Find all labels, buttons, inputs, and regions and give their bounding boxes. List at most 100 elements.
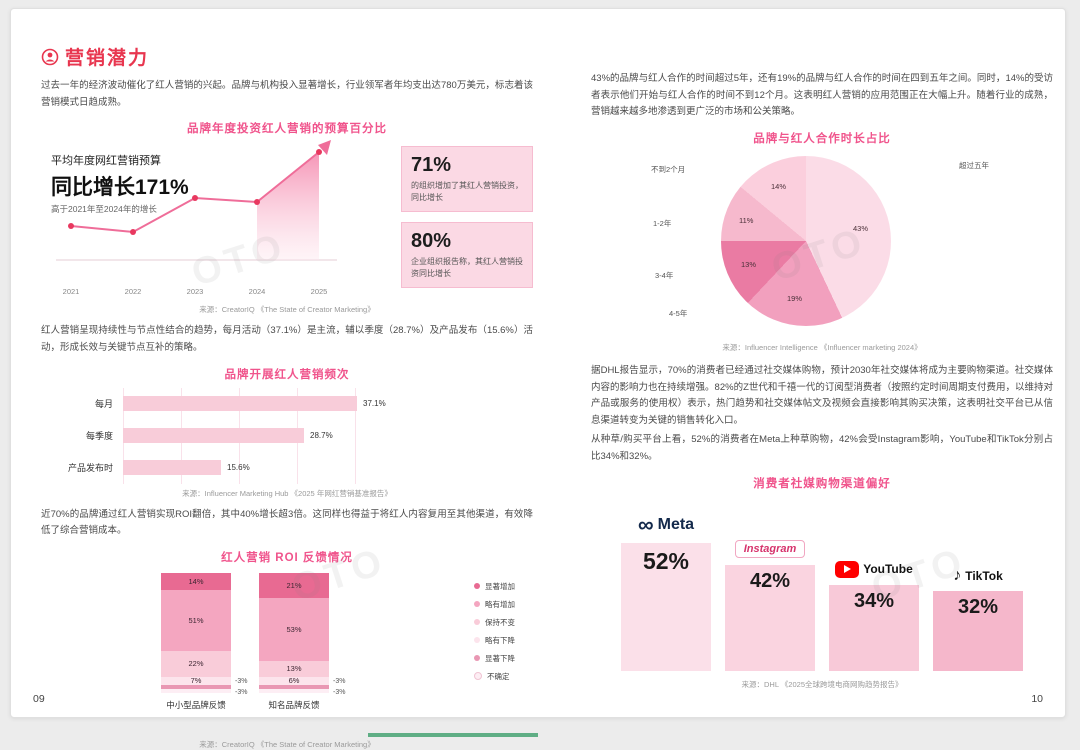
pie-chart-title: 品牌与红人合作时长占比: [753, 132, 891, 145]
channel-chart-title: 消费者社媒购物渠道偏好: [753, 477, 891, 490]
legend-item: 不确定: [474, 671, 515, 682]
roi-stack-smb: 14% 51% 22% 7% -3% -3%: [161, 572, 247, 696]
legend-dot-icon: [474, 583, 480, 590]
frequency-paragraph: 红人营销呈现持续性与节点性结合的趋势，每月活动（37.1%）是主流，辅以季度（2…: [41, 325, 533, 353]
pie-label: 超过五年: [959, 160, 989, 170]
roi-segment: 22%: [161, 650, 231, 677]
platform-paragraph: 从种草/购买平台上看，52%的消费者在Meta上种草购物，42%会受Instag…: [591, 434, 1053, 462]
legend-dot-icon: [474, 655, 480, 662]
roi-bars: 14% 51% 22% 7% -3% -3% 中小型品牌反馈 21% 53%: [161, 572, 345, 711]
roi-segment: 6%: [259, 676, 329, 685]
music-note-icon: ♪: [953, 566, 962, 584]
roi-segment: 14%: [161, 572, 231, 590]
year-label: 2023: [186, 287, 204, 297]
stat-desc: 企业组织报告称，其红人营销投资同比增长: [411, 257, 523, 279]
report-spread: OTO OTO OTO OTO 营销潜力 过去一年的经济波动催化了红人营销的兴起…: [10, 8, 1066, 749]
channel-bar: 42%: [725, 564, 815, 671]
freq-value: 37.1%: [363, 399, 386, 408]
tiktok-logo-icon: ♪ TikTok: [953, 566, 1003, 584]
dhl-paragraph: 据DHL报告显示，70%的消费者已经通过社交媒体购物，预计2030年社交媒体将成…: [591, 364, 1053, 426]
roi-segment: 13%: [259, 660, 329, 677]
pie-label: 不到2个月: [651, 164, 686, 174]
roi-paragraph: 近70%的品牌通过红人营销实现ROI翻倍，其中40%增长超3倍。这同样也得益于将…: [41, 508, 533, 537]
year-label: 2022: [124, 287, 142, 297]
freq-label: 产品发布时: [67, 463, 113, 473]
instagram-logo-text: Instagram: [743, 542, 797, 555]
intro-paragraph: 过去一年的经济波动催化了红人营销的兴起。品牌与机构投入显著增长，行业领军者年均支…: [41, 80, 533, 108]
channel-column-youtube: YouTube 34%: [829, 560, 919, 671]
freq-chart-source: 来源：Influencer Marketing Hub 《2025 年网红营销基…: [182, 488, 392, 498]
roi-segment: 53%: [259, 597, 329, 661]
youtube-logo-text: YouTube: [863, 562, 913, 577]
pie-pct: 14%: [771, 181, 787, 191]
roi-xlabel: 中小型品牌反馈: [166, 699, 226, 710]
freq-bar: [123, 428, 304, 443]
freq-row: 产品发布时 15.6%: [41, 452, 533, 484]
stat-box-71: 71% 的组织增加了其红人营销投资，同比增长: [401, 146, 533, 213]
meta-logo-icon: ∞ Meta: [638, 513, 695, 536]
freq-chart-title: 品牌开展红人营销频次: [224, 368, 350, 381]
roi-neg-label: -3%: [235, 677, 248, 685]
freq-value: 28.7%: [310, 431, 333, 440]
pie-pct: 19%: [787, 293, 803, 303]
meta-logo-text: Meta: [657, 515, 695, 533]
freq-bar: [123, 460, 221, 475]
legend-label: 显著增加: [485, 581, 515, 591]
youtube-play-icon: [835, 560, 860, 578]
channel-column-instagram: Instagram 42%: [725, 539, 815, 671]
roi-segment: [259, 684, 329, 689]
budget-chart: 平均年度网红营销预算 同比增长171% 高于2021年至2024年的增长: [41, 140, 533, 300]
budget-chart-source: 来源：CreatorIQ 《The State of Creator Marke…: [199, 305, 375, 315]
legend-label: 不确定: [487, 671, 510, 681]
section-header: 营销潜力: [41, 43, 533, 70]
pie-label: 3-4年: [655, 270, 674, 280]
legend-label: 略有增加: [485, 599, 515, 609]
channel-value: 32%: [957, 595, 999, 618]
legend-item: 略有下降: [474, 635, 515, 646]
right-page: 43%的品牌与红人合作的时间超过5年，还有19%的品牌与红人合作的时间在四到五年…: [591, 71, 1053, 690]
line-chart-svg: [56, 140, 337, 261]
channel-value: 52%: [642, 547, 690, 574]
channel-chart-source: 来源：DHL 《2025全球跨境电商网购趋势报告》: [741, 679, 903, 689]
pie-pct: 13%: [741, 259, 757, 269]
legend-item: 显著下降: [474, 653, 515, 664]
freq-label: 每月: [94, 399, 113, 409]
person-icon: [41, 48, 59, 65]
roi-segment: 21%: [259, 572, 329, 598]
legend-label: 显著下降: [485, 653, 515, 663]
roi-column: 21% 53% 13% 6% -3% -3% 知名品牌反馈: [259, 572, 345, 711]
freq-row: 每月 37.1%: [41, 388, 533, 420]
freq-bar: [123, 396, 357, 411]
headline-small: 平均年度网红营销预算: [51, 155, 161, 168]
stat-boxes: 71% 的组织增加了其红人营销投资，同比增长 80% 企业组织报告称，其红人营销…: [401, 146, 533, 289]
legend-label: 保持不变: [485, 617, 515, 627]
roi-segment: [161, 684, 231, 689]
channel-bar: 52%: [621, 542, 711, 671]
legend-dot-icon: [474, 619, 480, 626]
page-number-left: 09: [33, 693, 45, 705]
freq-chart: 每月 37.1% 每季度 28.7% 产品发布时 15.6%: [41, 387, 533, 484]
headline-sub: 高于2021年至2024年的增长: [51, 204, 157, 215]
channel-value: 42%: [749, 569, 791, 592]
stat-desc: 的组织增加了其红人营销投资，同比增长: [411, 181, 523, 203]
budget-headline: 平均年度网红营销预算 同比增长171% 高于2021年至2024年的增长: [51, 152, 231, 215]
roi-chart: 14% 51% 22% 7% -3% -3% 中小型品牌反馈 21% 53%: [41, 572, 533, 729]
channel-chart: ∞ Meta 52% Instagram 42% YouTube: [591, 499, 1053, 671]
channel-bar: 32%: [933, 590, 1023, 671]
legend-dot-icon: [474, 637, 480, 644]
pie-pct: 11%: [739, 215, 754, 225]
channel-value: 34%: [853, 589, 895, 612]
year-label: 2021: [62, 287, 80, 297]
year-label: 2024: [248, 287, 266, 297]
stat-value: 71%: [411, 154, 452, 177]
roi-stack-major: 21% 53% 13% 6% -3% -3%: [259, 572, 345, 696]
roi-neg-label: -3%: [333, 688, 346, 696]
pie-chart: 不到2个月 超过五年 1-2年 3-4年 4-5年 43% 19% 13% 11…: [591, 150, 1053, 338]
pie-pct: 43%: [853, 223, 869, 233]
roi-segment: 7%: [161, 676, 231, 685]
channel-bar: 34%: [829, 584, 919, 671]
legend-item: 保持不变: [474, 617, 515, 628]
roi-legend: 显著增加 略有增加 保持不变 略有下降 显著下降 不确定: [474, 581, 515, 682]
roi-segment: [259, 688, 329, 693]
legend-item: 略有增加: [474, 599, 515, 610]
